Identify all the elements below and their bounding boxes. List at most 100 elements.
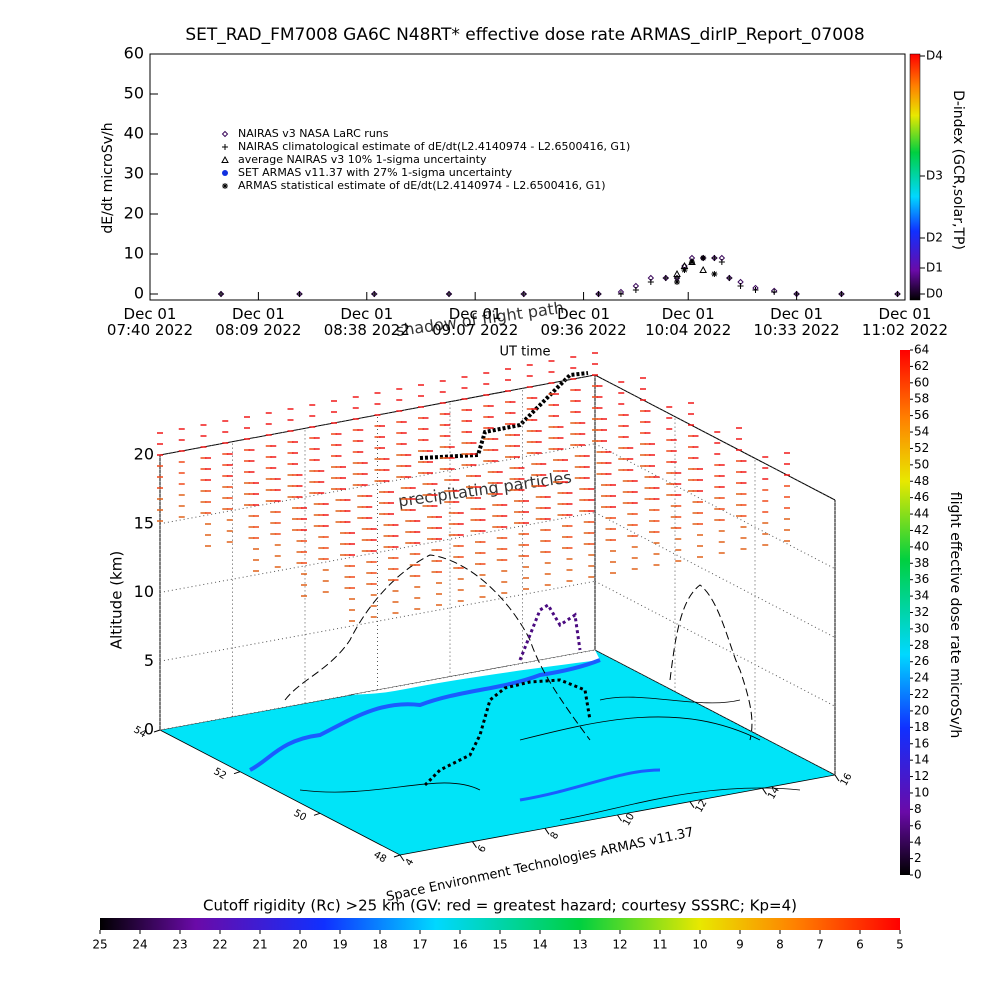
y-tick-label: 50: [124, 84, 144, 103]
y-tick: [313, 812, 321, 816]
annotation: precipitating particles: [397, 467, 573, 510]
point: [221, 130, 229, 138]
point: [647, 279, 654, 285]
title: SET_RAD_FM7008 GA6C N48RT* effective dos…: [185, 25, 864, 45]
flight-path: [419, 371, 589, 460]
z-tick-label: 20: [134, 445, 154, 464]
rigidity-colorbar-label: Cutoff rigidity (Rc) >25 km (GV: red = g…: [203, 897, 797, 915]
colorbar-tick-label: 52: [914, 441, 929, 455]
colorbar-tick-label: D3: [926, 169, 943, 183]
point: [674, 279, 681, 285]
colorbar-tick-label: 20: [292, 938, 307, 952]
point: [371, 291, 378, 297]
point: [222, 183, 228, 189]
colorbar-tick-label: 36: [914, 572, 929, 586]
x-tick-label: 8: [549, 830, 562, 841]
colorbar-tick-label: 54: [914, 425, 929, 439]
x-tick-label: Dec 01 09:07 2022: [432, 305, 519, 339]
colorbar-tick-label: D0: [926, 287, 943, 301]
x-tick-label: Dec 01 08:09 2022: [215, 305, 302, 339]
colorbar-tick-label: 22: [914, 687, 929, 701]
lake: [519, 768, 661, 802]
y-tick: [153, 729, 161, 733]
colorbar-tick-label: 22: [212, 938, 227, 952]
colorbar-tick-label: 12: [612, 938, 627, 952]
colorbar-tick-label: 56: [914, 408, 929, 422]
point: [688, 259, 695, 265]
y-tick-label: 40: [124, 124, 144, 143]
point: [700, 255, 707, 261]
flight-projection: [518, 602, 582, 661]
colorbar-tick-label: 4: [914, 835, 922, 849]
dindex-label: D-index (GCR,solar,TP): [950, 90, 966, 250]
colorbar-tick-label: 32: [914, 605, 929, 619]
colorbar-tick-label: 2: [914, 851, 922, 865]
colorbar-tick-label: 12: [914, 769, 929, 783]
coastline: [249, 658, 601, 772]
colorbar-tick-label: 60: [914, 375, 929, 389]
dindex-colorbar: [909, 53, 921, 301]
point: [894, 291, 901, 297]
colorbar-tick-label: 28: [914, 638, 929, 652]
point: [222, 144, 228, 150]
colorbar-tick-label: 38: [914, 556, 929, 570]
grid-line: [159, 374, 596, 456]
y-tick-label: 60: [124, 44, 144, 63]
x-tick-label: Dec 01 11:02 2022: [861, 305, 949, 339]
point: [221, 155, 229, 163]
grid-line: [594, 443, 836, 570]
dose-colorbar: [900, 350, 910, 875]
colorbar-tick-label: 26: [914, 654, 929, 668]
borders: [299, 696, 801, 821]
map-sea-gap: [160, 650, 600, 730]
point: [726, 275, 733, 281]
colorbar-tick-label: 46: [914, 490, 929, 504]
colorbar-tick-label: 21: [252, 938, 267, 952]
point: [793, 291, 800, 297]
z-tick-label: 5: [144, 651, 154, 670]
colorbar-tick-label: 6: [856, 938, 864, 952]
point: [681, 267, 688, 273]
colorbar-tick-label: 62: [914, 359, 929, 373]
point: [617, 291, 624, 297]
z-tick-label: 10: [134, 582, 154, 601]
colorbar-tick-label: 50: [914, 457, 929, 471]
point: [718, 259, 725, 265]
colorbar-tick-label: 18: [372, 938, 387, 952]
colorbar-tick-label: D2: [926, 231, 943, 245]
colorbar-tick-label: 23: [172, 938, 187, 952]
point: [752, 287, 759, 293]
colorbar-tick-label: 40: [914, 539, 929, 553]
colorbar-tick-label: 58: [914, 392, 929, 406]
grid-line: [594, 512, 836, 638]
colorbar-tick-label: 44: [914, 507, 929, 521]
x-tick: [689, 801, 695, 808]
axis-edge: [594, 374, 836, 501]
x-tick-label: Dec 01 10:33 2022: [753, 305, 840, 339]
x-tick: [399, 854, 405, 862]
x-tick: [762, 788, 767, 795]
colorbar-tick-label: 11: [652, 938, 667, 952]
x-tick: [617, 814, 622, 822]
x-tick-label: Dec 01 10:04 2022: [645, 305, 732, 339]
point: [737, 283, 744, 289]
legend-label: ARMAS statistical estimate of dE/dt(L2.4…: [238, 179, 605, 192]
dose-colorbar-label: flight effective dose rate microSv/h: [947, 492, 963, 738]
x-tick-label: 6: [476, 844, 489, 855]
point: [218, 291, 225, 297]
grid-line: [159, 512, 596, 593]
legend-label: SET ARMAS v11.37 with 27% 1-sigma uncert…: [238, 166, 512, 179]
y-tick-label: 0: [134, 284, 144, 303]
x-tick-label: Dec 01 09:36 2022: [540, 305, 627, 339]
y-tick-label: 52: [211, 766, 228, 782]
colorbar-tick-label: 7: [816, 938, 824, 952]
point: [632, 287, 639, 293]
point: [673, 269, 681, 277]
y-tick-label: 48: [371, 849, 388, 865]
point: [771, 289, 778, 295]
point: [711, 271, 718, 277]
colorbar-tick-label: 15: [492, 938, 507, 952]
z-tick-label: 15: [134, 513, 154, 532]
